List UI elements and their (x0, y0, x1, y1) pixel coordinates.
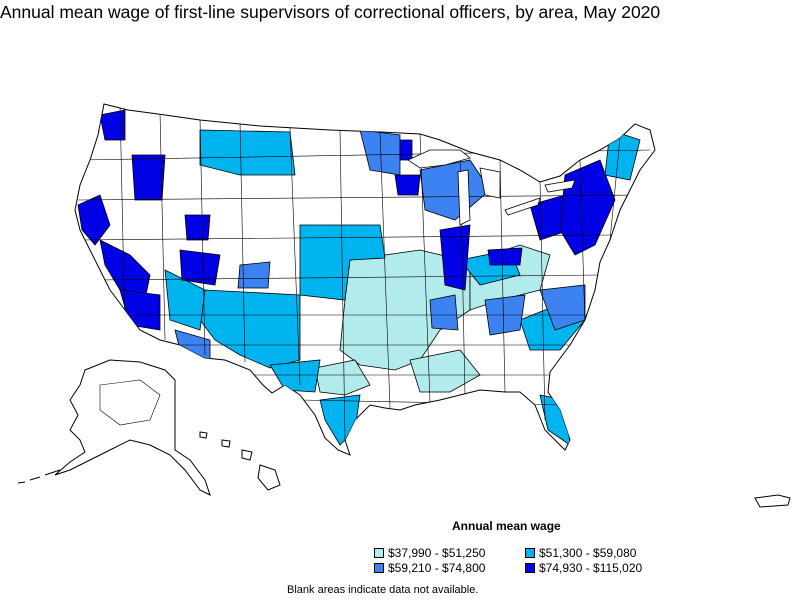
lake-erie (504, 197, 541, 216)
legend-label-1: $37,990 - $51,250 (388, 546, 486, 560)
hawaii-island (257, 464, 281, 491)
region-fill (604, 129, 641, 181)
legend-item-1: $37,990 - $51,250 (374, 546, 485, 560)
region-fill (419, 159, 491, 221)
legend-swatch-3 (374, 563, 384, 573)
region-fill (119, 289, 161, 331)
region-fill (237, 261, 271, 289)
lake-ontario (544, 179, 576, 193)
legend-swatch-4 (525, 563, 535, 573)
aleutian-islands (17, 469, 61, 484)
region-fill (131, 154, 166, 201)
region-fill (399, 139, 413, 161)
legend-swatch-1 (374, 548, 384, 558)
blank-areas-note: Blank areas indicate data not available. (287, 584, 479, 596)
region-fill (199, 129, 296, 176)
region-fill (179, 249, 221, 286)
hawaii (199, 431, 281, 491)
legend-item-3: $59,210 - $74,800 (374, 561, 485, 575)
region-fill (269, 359, 321, 393)
legend-item-2: $51,300 - $59,080 (525, 546, 636, 560)
lake-superior (407, 149, 471, 169)
puerto-rico (754, 494, 791, 508)
legend-title: Annual mean wage (452, 519, 561, 533)
alaska (17, 359, 211, 496)
legend-item-4: $74,930 - $115,020 (525, 561, 642, 575)
region-fill (439, 224, 471, 291)
puerto-rico-island (754, 494, 791, 508)
lake-michigan (457, 169, 471, 226)
region-fill (99, 109, 126, 141)
region-fill (77, 194, 111, 246)
legend-label-4: $74,930 - $115,020 (539, 561, 643, 575)
region-fill (394, 174, 421, 196)
map-title: Annual mean wage of first-line superviso… (0, 2, 661, 22)
region-fill (314, 359, 371, 396)
maui-island (241, 449, 253, 461)
alaska-fill (99, 379, 161, 426)
region-fill (429, 294, 459, 331)
legend-swatch-2 (525, 548, 535, 558)
region-fill (299, 224, 386, 301)
oahu-island (221, 439, 231, 448)
region-fill (199, 289, 301, 369)
legend-label-3: $59,210 - $74,800 (388, 561, 486, 575)
lake-huron (479, 167, 501, 199)
region-fill (184, 214, 211, 241)
legend-label-2: $51,300 - $59,080 (539, 546, 637, 560)
kauai-island (199, 431, 208, 439)
region-fill (487, 247, 523, 266)
alaska-shape (54, 359, 211, 496)
